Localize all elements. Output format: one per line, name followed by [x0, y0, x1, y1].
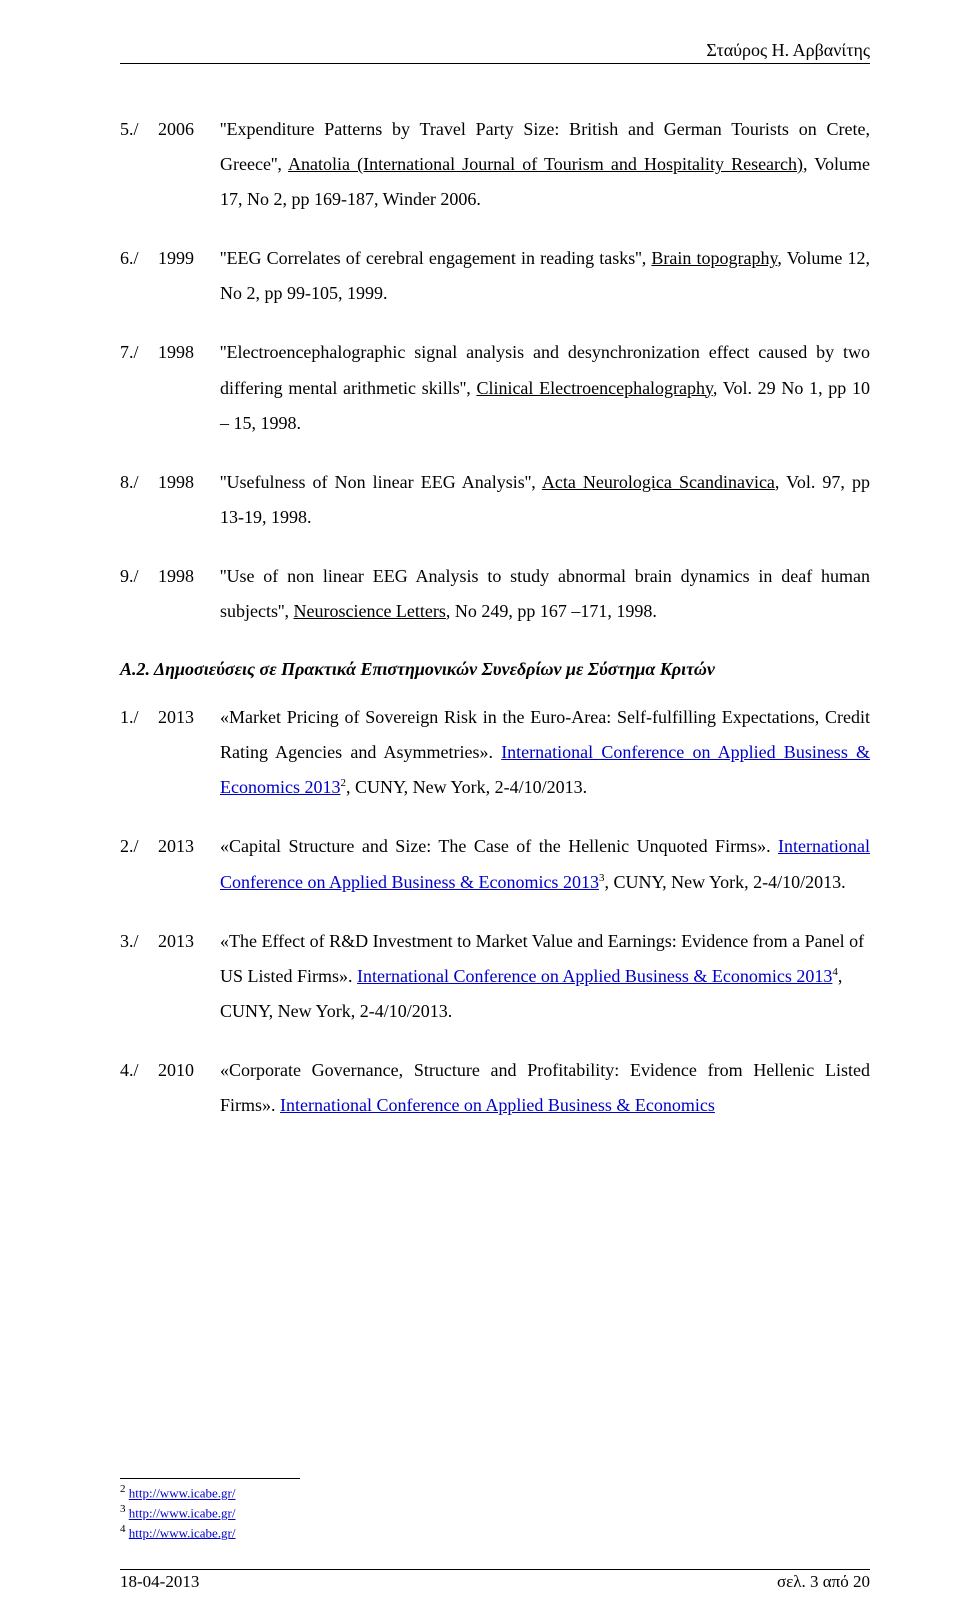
- entry-year: 2006: [158, 112, 220, 217]
- entry-year: 2013: [158, 924, 220, 1029]
- pub-entry: 3./ 2013 «The Effect of R&D Investment t…: [120, 924, 870, 1029]
- journal-underline: Neuroscience Letters: [293, 601, 445, 621]
- entry-suffix: , CUNY, New York, 2-4/10/2013.: [604, 872, 845, 892]
- entry-num: 1./: [120, 700, 158, 805]
- entry-text: ''EEG Correlates of cerebral engagement …: [220, 248, 651, 268]
- entry-body: «Corporate Governance, Structure and Pro…: [220, 1053, 870, 1123]
- pub-entry: 9./ 1998 ''Use of non linear EEG Analysi…: [120, 559, 870, 629]
- entry-year: 2013: [158, 700, 220, 805]
- entry-suffix: , No 249, pp 167 –171, 1998.: [446, 601, 657, 621]
- footer-page: σελ. 3 από 20: [777, 1572, 870, 1592]
- pub-entry: 2./ 2013 «Capital Structure and Size: Th…: [120, 829, 870, 899]
- entry-year: 1998: [158, 335, 220, 440]
- footnote-num: 2: [120, 1483, 126, 1495]
- entry-num: 4./: [120, 1053, 158, 1123]
- section-heading: Α.2. Δημοσιεύσεις σε Πρακτικά Επιστημονι…: [120, 659, 870, 680]
- entry-body: ''Use of non linear EEG Analysis to stud…: [220, 559, 870, 629]
- entry-num: 8./: [120, 465, 158, 535]
- entry-body: ''Usefulness of Non linear EEG Analysis'…: [220, 465, 870, 535]
- footer-date: 18-04-2013: [120, 1572, 199, 1592]
- entry-num: 5./: [120, 112, 158, 217]
- pub-entry: 8./ 1998 ''Usefulness of Non linear EEG …: [120, 465, 870, 535]
- entry-num: 9./: [120, 559, 158, 629]
- header-author: Σταύρος Η. Αρβανίτης: [120, 40, 870, 64]
- entry-num: 2./: [120, 829, 158, 899]
- entry-body: «Capital Structure and Size: The Case of…: [220, 829, 870, 899]
- entry-body: «The Effect of R&D Investment to Market …: [220, 924, 870, 1029]
- entry-year: 1998: [158, 465, 220, 535]
- pub-entry: 1./ 2013 «Market Pricing of Sovereign Ri…: [120, 700, 870, 805]
- footnote-link[interactable]: http://www.icabe.gr/: [129, 1486, 236, 1501]
- entry-year: 2010: [158, 1053, 220, 1123]
- footnote-line: 3 http://www.icabe.gr/: [120, 1502, 870, 1522]
- entry-text: «Capital Structure and Size: The Case of…: [220, 836, 778, 856]
- footnote-divider: [120, 1478, 300, 1479]
- footer: 18-04-2013 σελ. 3 από 20: [120, 1569, 870, 1592]
- pub-entry: 4./ 2010 «Corporate Governance, Structur…: [120, 1053, 870, 1123]
- pub-entry: 6./ 1999 ''EEG Correlates of cerebral en…: [120, 241, 870, 311]
- entry-num: 7./: [120, 335, 158, 440]
- pub-entry: 5./ 2006 ''Expenditure Patterns by Trave…: [120, 112, 870, 217]
- footnote-line: 2 http://www.icabe.gr/: [120, 1482, 870, 1502]
- entry-body: ''Electroencephalographic signal analysi…: [220, 335, 870, 440]
- entry-num: 6./: [120, 241, 158, 311]
- journal-underline: Anatolia (International Journal of Touri…: [288, 154, 803, 174]
- pub-entry: 7./ 1998 ''Electroencephalographic signa…: [120, 335, 870, 440]
- entry-num: 3./: [120, 924, 158, 1029]
- entry-year: 1998: [158, 559, 220, 629]
- entry-body: «Market Pricing of Sovereign Risk in the…: [220, 700, 870, 805]
- footnote-num: 3: [120, 1503, 126, 1515]
- entry-suffix: , CUNY, New York, 2-4/10/2013.: [346, 777, 587, 797]
- entry-body: ''Expenditure Patterns by Travel Party S…: [220, 112, 870, 217]
- journal-underline: Brain topography: [651, 248, 777, 268]
- entry-body: ''EEG Correlates of cerebral engagement …: [220, 241, 870, 311]
- footnote-num: 4: [120, 1523, 126, 1535]
- conference-link[interactable]: International Conference on Applied Busi…: [280, 1095, 715, 1115]
- journal-underline: Acta Neurologica Scandinavica: [542, 472, 775, 492]
- entry-year: 1999: [158, 241, 220, 311]
- entry-year: 2013: [158, 829, 220, 899]
- footnote-link[interactable]: http://www.icabe.gr/: [129, 1506, 236, 1521]
- entries-section-b: 1./ 2013 «Market Pricing of Sovereign Ri…: [120, 700, 870, 1123]
- conference-link[interactable]: International Conference on Applied Busi…: [357, 966, 832, 986]
- entry-text: ''Usefulness of Non linear EEG Analysis'…: [220, 472, 542, 492]
- footnotes: 2 http://www.icabe.gr/ 3 http://www.icab…: [120, 1478, 870, 1542]
- entries-section-a: 5./ 2006 ''Expenditure Patterns by Trave…: [120, 112, 870, 629]
- footnote-line: 4 http://www.icabe.gr/: [120, 1522, 870, 1542]
- footnote-link[interactable]: http://www.icabe.gr/: [129, 1525, 236, 1540]
- journal-underline: Clinical Electroencephalography: [476, 378, 712, 398]
